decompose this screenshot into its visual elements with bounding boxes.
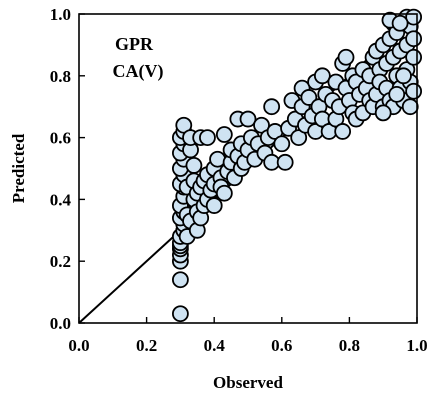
axis-ticks (78, 13, 418, 324)
data-point (300, 89, 318, 106)
y-tick-label: 0.8 (50, 67, 71, 86)
data-point (405, 82, 423, 100)
data-point (239, 110, 257, 128)
plot-frame (78, 13, 418, 324)
data-point (171, 271, 189, 289)
y-tick-label: 0.0 (50, 314, 71, 333)
data-points (171, 8, 423, 323)
data-point (405, 48, 423, 66)
annotation-model: GPR (115, 34, 154, 54)
y-tick-label: 0.4 (50, 190, 72, 209)
x-tick-label: 0.2 (136, 336, 157, 355)
y-tick-label: 1.0 (50, 5, 71, 24)
data-point (401, 98, 419, 116)
y-tick-labels: 0.0 0.2 0.4 0.6 0.8 1.0 (50, 5, 72, 333)
y-tick-label: 0.2 (50, 252, 71, 271)
x-tick-label: 0.4 (204, 336, 226, 355)
data-point (334, 123, 352, 140)
data-point (276, 153, 294, 171)
x-tick-labels: 0.0 0.2 0.4 0.6 0.8 1.0 (68, 336, 427, 355)
x-axis-title: Observed (213, 373, 283, 392)
data-point (374, 104, 392, 122)
data-point (199, 129, 216, 147)
data-point (215, 184, 233, 202)
data-point (263, 98, 281, 116)
data-point (209, 150, 226, 168)
data-point (273, 135, 291, 153)
data-point (215, 126, 233, 143)
data-point (185, 157, 203, 174)
x-tick-label: 1.0 (406, 336, 427, 355)
y-axis-title: Predicted (9, 133, 28, 203)
data-point (388, 85, 406, 103)
x-tick-label: 0.6 (271, 336, 292, 355)
data-point (171, 305, 189, 323)
data-point (337, 48, 355, 66)
data-point (405, 30, 423, 48)
annotation-target: CA(V) (113, 61, 164, 82)
data-point (313, 67, 331, 85)
x-tick-label: 0.8 (339, 336, 360, 355)
data-point (395, 67, 412, 85)
data-point (391, 14, 409, 32)
data-point (205, 197, 223, 214)
y-tick-label: 0.6 (50, 129, 71, 148)
x-tick-label: 0.0 (68, 336, 89, 355)
